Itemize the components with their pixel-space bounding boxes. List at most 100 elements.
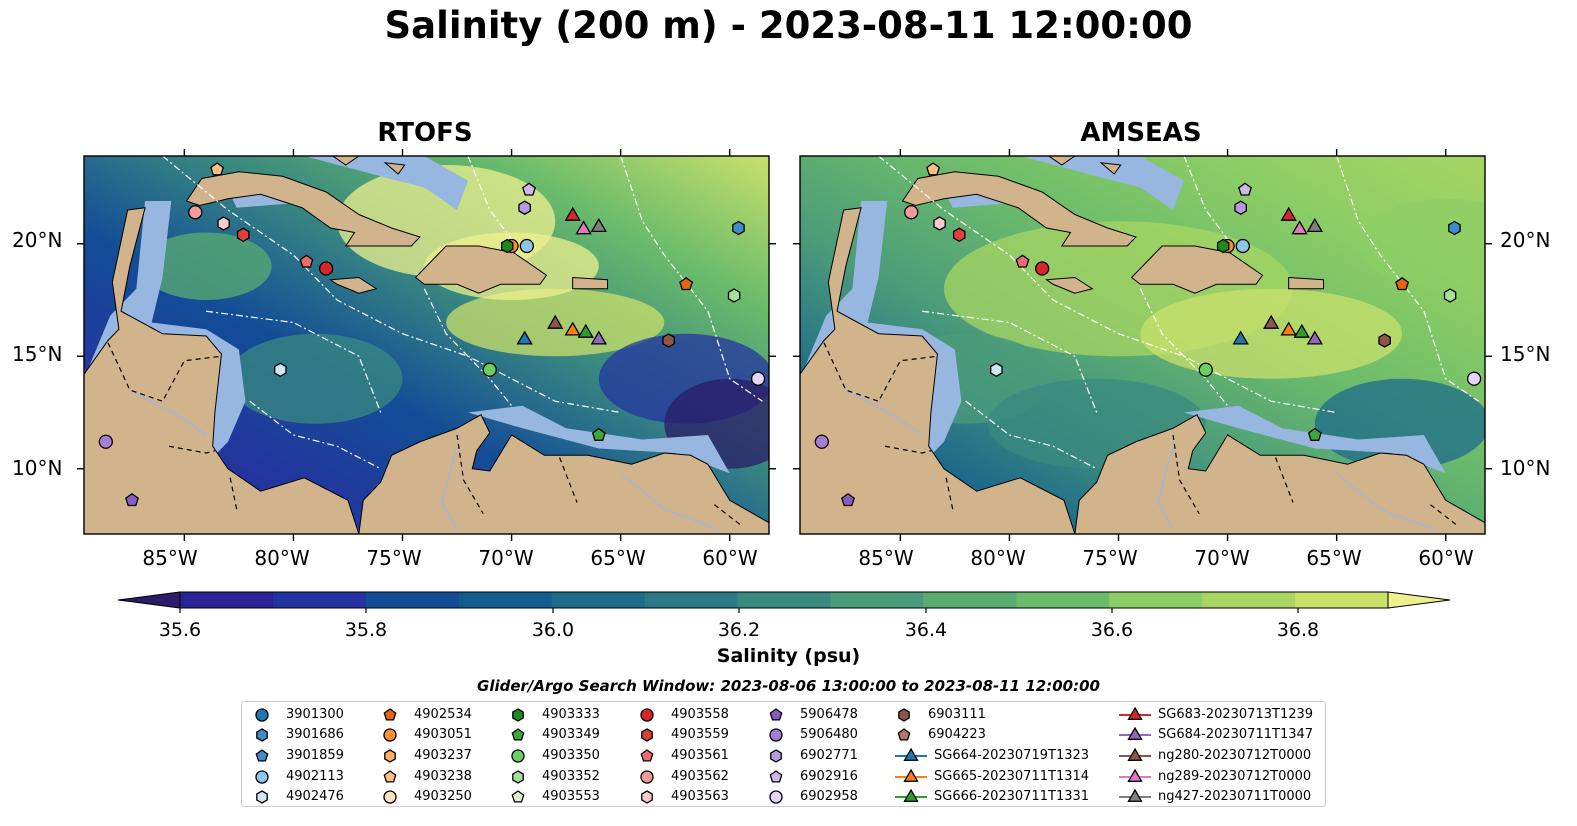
lon-label-70w: 70°W: [478, 546, 534, 570]
obs-marker-SG666-20230711T1331: [577, 323, 594, 338]
obs-marker-4903558: [318, 261, 334, 276]
legend-label: SG684-20230711T1347: [1158, 727, 1314, 742]
land: [1130, 245, 1264, 294]
obs-marker-4903333: [1216, 238, 1230, 254]
legend-marker-circle: [640, 708, 654, 722]
colorbar-tick-35-8: 35.8: [344, 619, 388, 641]
legend-marker-triangle: [903, 768, 919, 782]
legend-label: 4903559: [671, 727, 729, 742]
legend-label: 4903051: [414, 727, 472, 742]
land: [331, 156, 360, 166]
legend-label: 6903111: [928, 707, 986, 722]
obs-marker-4903350: [482, 362, 497, 377]
legend-label: 4903250: [414, 789, 472, 804]
legend-marker-pentagon: [640, 749, 654, 762]
map-panels: [77, 149, 1492, 541]
obs-marker-ng289-20230712T0000: [575, 220, 592, 235]
lat-label-right-10n: 10°N: [1500, 456, 1551, 480]
river: [620, 472, 720, 531]
colorbar-segment: [1109, 592, 1203, 608]
eez-boundary: [467, 156, 513, 240]
obs-marker-SG683-20230713T1239: [1280, 206, 1297, 221]
legend-marker-pentagon: [383, 770, 397, 783]
legend-label: 4903352: [542, 769, 600, 784]
legend-marker-pentagon: [255, 749, 269, 762]
country-border: [456, 434, 484, 515]
colorbar-segment: [737, 592, 831, 608]
lat-label-left-10n: 10°N: [12, 456, 63, 480]
legend-marker-hexagon: [898, 708, 910, 722]
legend-marker-hexagon: [256, 790, 268, 804]
legend-label: ng289-20230712T0000: [1158, 769, 1312, 784]
lat-label-right-20n: 20°N: [1500, 228, 1551, 252]
obs-marker-ng427-20230711T0000: [590, 217, 608, 233]
legend-marker-pentagon: [897, 728, 911, 741]
colorbar-segment: [644, 592, 739, 608]
legend-marker-pentagon: [769, 770, 783, 783]
obs-marker-4903561: [299, 254, 314, 268]
legend-marker-triangle: [903, 788, 919, 802]
colorbar-segment: [830, 592, 924, 608]
legend-label: SG666-20230711T1331: [934, 789, 1090, 804]
legend-marker-pentagon: [511, 728, 525, 741]
obs-marker-4902476: [274, 362, 287, 378]
legend-marker-triangle: [1127, 788, 1143, 802]
lon-label-70w-2: 70°W: [1194, 546, 1250, 570]
legend-label: 4903333: [542, 707, 600, 722]
legend-label: 5906480: [800, 727, 858, 742]
obs-marker-4903350: [1198, 362, 1213, 377]
colorbar-tick-36-2: 36.2: [717, 619, 761, 641]
colorbar-segment: [458, 592, 553, 608]
lat-label-right-15n: 15°N: [1500, 342, 1551, 366]
panel-title-rtofs: RTOFS: [377, 118, 473, 148]
land: [1288, 276, 1325, 290]
panel-title-amseas: AMSEAS: [1080, 118, 1202, 148]
obs-marker-6903111: [1378, 333, 1391, 348]
legend-label: 4903349: [542, 727, 600, 742]
obs-marker-SG683-20230713T1239: [564, 206, 581, 221]
country-border: [107, 342, 222, 402]
colorbar-extend-high: [1387, 591, 1451, 609]
land: [1074, 414, 1485, 534]
eez-boundary: [162, 156, 621, 414]
land: [414, 245, 548, 294]
legend-label: 3901300: [286, 707, 344, 722]
colorbar-segment: [365, 592, 460, 608]
obs-marker-5906480: [98, 434, 113, 449]
legend-marker-hexagon: [384, 749, 396, 763]
obs-marker-SG666-20230711T1331: [1293, 323, 1310, 338]
lon-label-75w: 75°W: [366, 546, 422, 570]
colorbar-segment: [923, 592, 1017, 608]
obs-marker-4903352: [1443, 288, 1457, 303]
legend-marker-hexagon: [256, 728, 268, 742]
obs-marker-4902476: [990, 362, 1003, 378]
legend-marker-circle: [769, 728, 783, 742]
obs-marker-4902534: [1395, 277, 1410, 291]
legend-marker-circle: [769, 790, 783, 804]
eez-boundary: [620, 156, 763, 402]
legend-marker-circle: [383, 790, 397, 804]
legend-label: 4903562: [671, 769, 729, 784]
legend-label: 6904223: [928, 727, 986, 742]
country-border: [559, 457, 578, 503]
shallow-shelf: [304, 156, 468, 210]
map-frame: [83, 155, 770, 535]
colorbar-segment: [1202, 592, 1296, 608]
obs-marker-4903349: [591, 427, 606, 441]
legend-label: 5906478: [800, 707, 858, 722]
legend-marker-circle: [255, 708, 269, 722]
country-border: [823, 342, 938, 402]
legend-marker-hexagon: [512, 770, 524, 784]
legend-label: 6902771: [800, 748, 858, 763]
map-panel-rtofs: [77, 149, 776, 541]
obs-marker-4903562: [188, 205, 203, 220]
legend-marker-triangle: [1127, 706, 1143, 720]
lon-label-65w-2: 65°W: [1306, 546, 1362, 570]
obs-marker-SG684-20230711T1347: [1306, 330, 1324, 345]
land: [572, 276, 609, 290]
salinity-feature: [1358, 198, 1485, 289]
legend: 3901300 3901686 3901859 4902113 4902476 49025…: [241, 701, 1326, 807]
country-border: [1430, 504, 1458, 526]
obs-marker-ng280-20230712T0000: [1263, 314, 1280, 329]
land: [358, 414, 769, 534]
